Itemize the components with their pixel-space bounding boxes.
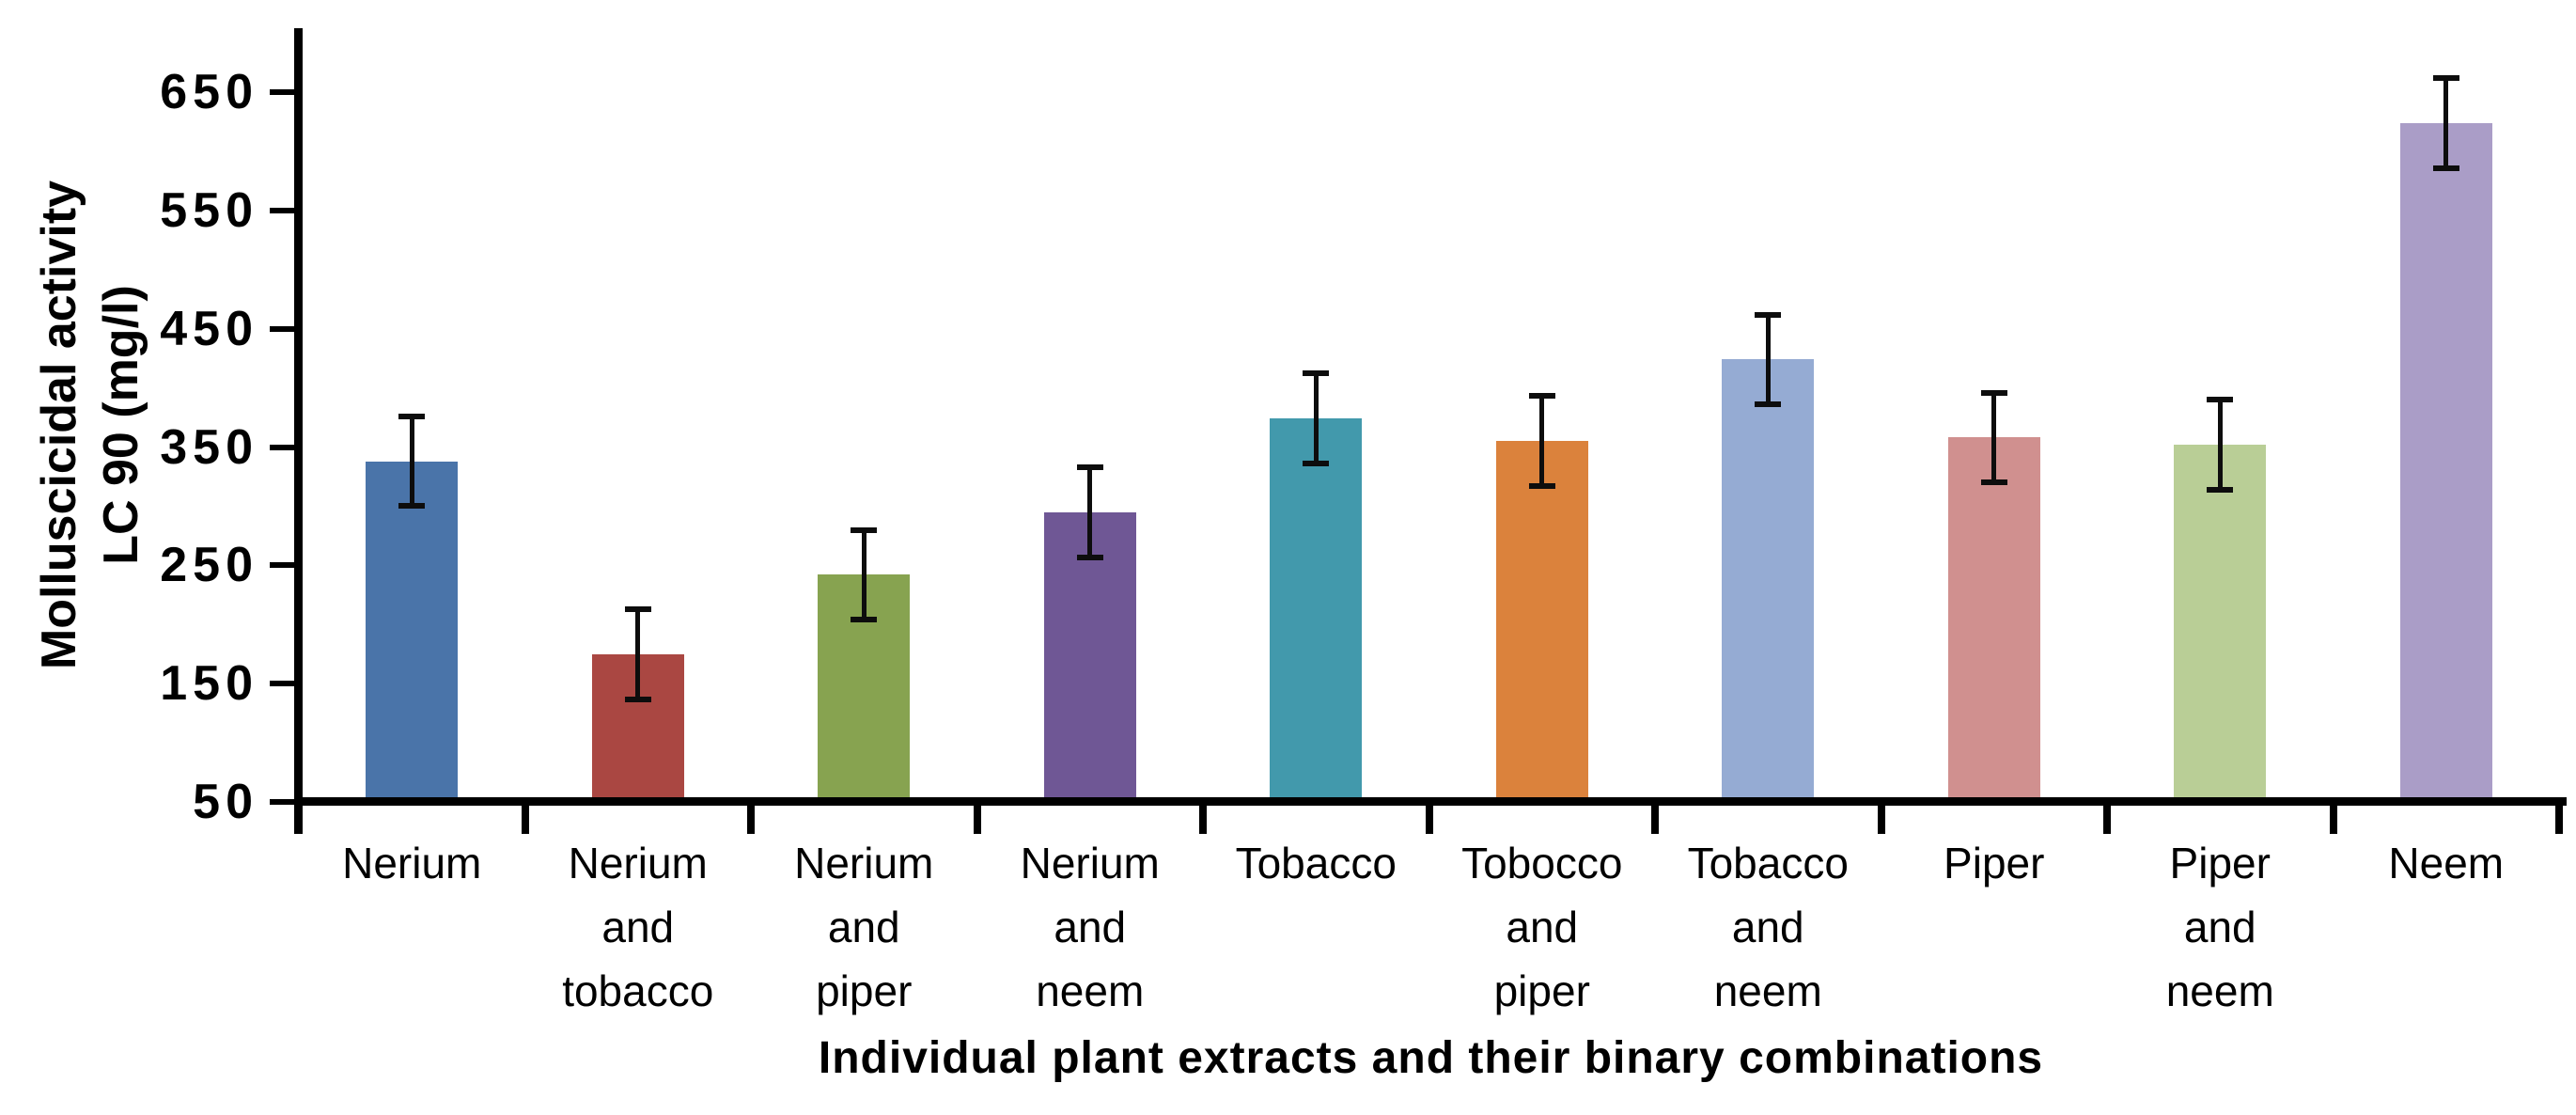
x-axis-tick xyxy=(747,806,755,834)
category-label-line: neem xyxy=(1036,966,1145,1015)
bar-nerium xyxy=(366,461,459,797)
error-bar xyxy=(861,529,866,620)
error-bar-cap-bottom xyxy=(1076,554,1103,560)
y-axis-tick xyxy=(270,89,294,96)
error-bar-cap-bottom xyxy=(1980,479,2007,486)
y-axis-tick xyxy=(270,681,294,687)
error-bar-cap-bottom xyxy=(851,617,878,623)
category-label-line: piper xyxy=(1493,966,1590,1015)
bar-piper-and-neem xyxy=(2174,444,2267,797)
bar-tobocco-and-piper xyxy=(1495,441,1588,797)
category-label-line: and xyxy=(1731,903,1804,951)
error-bar-cap-top xyxy=(2432,74,2459,81)
error-bar xyxy=(1765,314,1771,405)
category-label-line: neem xyxy=(1713,966,1822,1015)
error-bar xyxy=(409,416,414,507)
y-tick-label: 50 xyxy=(193,775,258,829)
x-axis-tick xyxy=(1199,806,1207,834)
category-label-line: and xyxy=(601,903,675,951)
bar-piper xyxy=(1947,437,2040,797)
error-bar-cap-top xyxy=(1980,389,2007,396)
error-bar-cap-bottom xyxy=(1755,401,1782,408)
error-bar xyxy=(635,608,641,699)
error-bar-cap-top xyxy=(1076,463,1103,470)
category-label-line: Nerium xyxy=(794,839,934,887)
category-label-line: and xyxy=(827,903,900,951)
category-label-line: Nerium xyxy=(1020,839,1160,887)
category-label: Nerium and tobacco xyxy=(525,831,751,1023)
category-label-line: and xyxy=(2183,903,2256,951)
category-label-line: piper xyxy=(816,966,913,1015)
error-bar-cap-bottom xyxy=(2207,486,2234,493)
error-bar-cap-top xyxy=(851,526,878,533)
y-tick-label: 250 xyxy=(160,538,258,593)
y-tick-label: 450 xyxy=(160,301,258,356)
error-bar xyxy=(1539,396,1545,487)
error-bar-cap-top xyxy=(398,413,426,419)
error-bar-cap-top xyxy=(1303,370,1330,377)
error-bar-cap-bottom xyxy=(398,503,426,510)
x-axis-tick xyxy=(2329,806,2337,834)
x-axis-tick xyxy=(1877,806,1885,834)
y-axis-tick xyxy=(270,444,294,450)
category-label: Tobocco and piper xyxy=(1429,831,1655,1023)
bar-tobacco-and-neem xyxy=(1722,359,1815,797)
category-label: Tobacco and neem xyxy=(1655,831,1881,1023)
y-tick-label: 150 xyxy=(160,656,258,712)
y-axis-tick xyxy=(270,325,294,332)
category-label: Neem xyxy=(2334,831,2559,895)
error-bar xyxy=(1313,373,1319,464)
y-tick-label: 550 xyxy=(160,182,258,238)
error-bar-cap-top xyxy=(624,605,651,612)
category-label-line: neem xyxy=(2165,966,2274,1015)
error-bar xyxy=(2443,77,2449,168)
category-label-line: Nerium xyxy=(568,839,708,887)
y-axis-tick xyxy=(270,207,294,213)
category-label-line: Neem xyxy=(2388,839,2505,887)
category-label-line: and xyxy=(1506,903,1579,951)
error-bar-cap-top xyxy=(1755,311,1782,318)
error-bar xyxy=(1991,392,1997,483)
category-label-line: Nerium xyxy=(342,839,482,887)
x-axis-tick xyxy=(2555,806,2563,834)
y-axis-line xyxy=(294,28,303,834)
x-axis-tick xyxy=(973,806,981,834)
bar-tobacco xyxy=(1270,418,1363,797)
error-bar-cap-bottom xyxy=(624,696,651,702)
x-axis-tick xyxy=(1425,806,1433,834)
x-axis-tick xyxy=(2103,806,2111,834)
bar-neem xyxy=(2399,122,2492,797)
error-bar xyxy=(2217,400,2223,490)
y-tick-label: 350 xyxy=(160,419,258,475)
category-label: Nerium xyxy=(299,831,524,895)
category-label-line: Tobacco xyxy=(1687,839,1849,887)
category-label-line: and xyxy=(1054,903,1127,951)
x-axis-tick xyxy=(295,806,303,834)
error-bar-cap-bottom xyxy=(1303,461,1330,467)
category-label: Tobacco xyxy=(1203,831,1429,895)
error-bar-cap-top xyxy=(1528,393,1555,400)
y-axis-tick xyxy=(270,562,294,569)
category-label: Piper and neem xyxy=(2107,831,2333,1023)
category-label-line: Piper xyxy=(1944,839,2045,887)
error-bar-cap-bottom xyxy=(1528,483,1555,490)
category-label: Nerium and piper xyxy=(751,831,976,1023)
x-axis-tick xyxy=(521,806,529,834)
y-tick-label: 650 xyxy=(160,65,258,120)
error-bar-cap-top xyxy=(2207,397,2234,403)
error-bar xyxy=(1087,466,1093,558)
y-axis-tick xyxy=(270,799,294,805)
x-axis-title: Individual plant extracts and their bina… xyxy=(818,1033,2044,1083)
x-axis-tick xyxy=(1651,806,1659,834)
category-label: Piper xyxy=(1881,831,2107,895)
category-label-line: Tobacco xyxy=(1235,839,1397,887)
x-axis-line xyxy=(294,797,2567,806)
category-label: Nerium and neem xyxy=(977,831,1203,1023)
category-label-line: Piper xyxy=(2169,839,2271,887)
category-label-line: Tobocco xyxy=(1461,839,1623,887)
category-label-line: tobacco xyxy=(562,966,714,1015)
error-bar-cap-bottom xyxy=(2432,165,2459,171)
